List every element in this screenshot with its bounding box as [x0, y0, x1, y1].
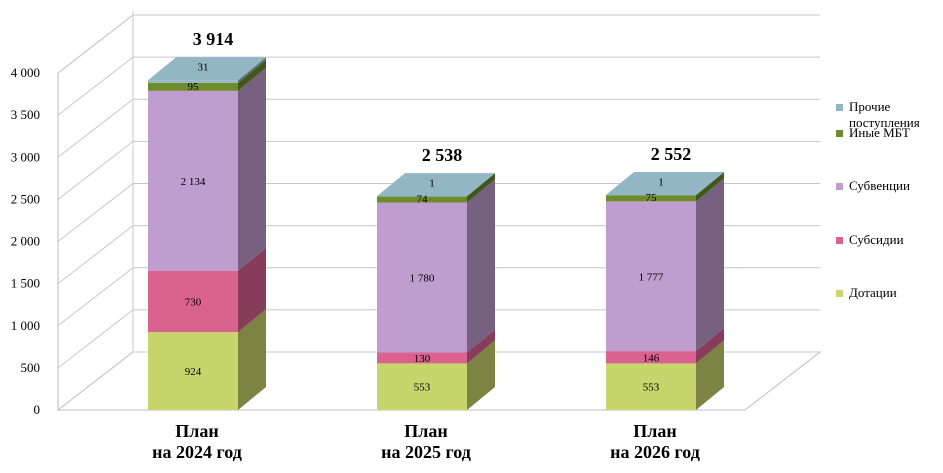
segment-value-label: 730: [185, 296, 202, 308]
legend-swatch: [836, 130, 843, 137]
bar-side: [467, 340, 495, 410]
bar-side: [696, 178, 724, 352]
category-label: План на 2026 год: [610, 421, 700, 462]
legend-swatch: [836, 183, 843, 190]
category-label: План на 2024 год: [152, 421, 242, 462]
y-tick-label: 3 000: [11, 149, 40, 164]
segment-value-label: 74: [417, 193, 429, 205]
segment-value-label: 95: [188, 81, 200, 93]
legend-label: Субвенции: [849, 178, 910, 193]
bar-total-label: 2 538: [422, 145, 463, 165]
legend-item: Субсидии: [836, 232, 904, 247]
bar-side: [696, 171, 724, 196]
segment-value-label: 31: [198, 62, 209, 74]
segment-value-label: 553: [414, 382, 431, 394]
bar-segment: [148, 82, 238, 91]
bar-side: [238, 57, 266, 83]
y-tick-label: 2 500: [11, 191, 40, 206]
bar-side: [238, 67, 266, 271]
bar-side: [467, 173, 495, 203]
bar-segment: [606, 201, 696, 352]
bar-segment: [377, 363, 467, 410]
legend-item: Прочие поступления: [836, 99, 920, 130]
bar-side: [467, 173, 495, 197]
segment-value-label: 146: [643, 352, 660, 364]
category-labels: План на 2024 год План на 2025 год План на 202…: [152, 421, 700, 462]
bar-side: [696, 172, 724, 202]
legend-swatch: [836, 104, 843, 111]
legend-item: Субвенции: [836, 178, 910, 193]
bar-total-label: 2 552: [651, 144, 692, 164]
segment-value-label: 130: [414, 353, 431, 365]
bar-segment: [148, 80, 238, 83]
legend-label: Иные МБТ: [849, 125, 910, 140]
y-tick-label: 4 000: [11, 65, 40, 80]
bar-segment: [606, 194, 696, 196]
y-tick-label: 1 000: [11, 318, 40, 333]
bar-top: [377, 173, 495, 197]
legend-item: Иные МБТ: [836, 125, 910, 140]
bar-side: [467, 179, 495, 353]
y-axis-ticks: 0 500 1 000 1 500 2 000 2 500 3 000 3 500 4 000: [11, 65, 40, 417]
bar-segment: [148, 90, 238, 271]
bar-segment: [377, 202, 467, 353]
y-tick-label: 500: [21, 360, 41, 375]
bar-segment: [377, 196, 467, 197]
y-tick-label: 0: [34, 402, 41, 417]
gridlines: [57, 11, 820, 411]
legend-item: Дотации: [836, 285, 897, 300]
y-tick-label: 3 500: [11, 107, 40, 122]
segment-value-label: 1 780: [410, 272, 435, 284]
bar-top: [606, 171, 724, 195]
legend-label: Прочие поступления: [849, 99, 920, 130]
category-label: План на 2025 год: [381, 421, 471, 462]
bar-segment: [148, 270, 238, 333]
segment-value-label: 1 777: [639, 271, 664, 283]
bar-side: [696, 328, 724, 364]
bar-total-label: 3 914: [193, 29, 234, 49]
legend-swatch: [836, 290, 843, 297]
legend-label: Субсидии: [849, 232, 904, 247]
y-tick-label: 1 500: [11, 276, 40, 291]
bar-side: [238, 247, 266, 333]
bar-segment: [377, 196, 467, 203]
y-tick-label: 2 000: [11, 234, 40, 249]
bar-segment: [606, 195, 696, 202]
bar-top: [148, 57, 266, 81]
bar-side: [238, 309, 266, 410]
segment-value-label: 1: [658, 176, 664, 188]
segment-value-label: 924: [185, 366, 202, 378]
bar-segment: [377, 352, 467, 364]
bar-segment: [148, 332, 238, 410]
bar-segment: [606, 363, 696, 410]
segment-value-label: 1: [429, 178, 435, 190]
bar-side: [238, 59, 266, 91]
legend-swatch: [836, 237, 843, 244]
bar-segment: [606, 351, 696, 364]
segment-value-label: 2 134: [181, 176, 206, 188]
bar-side: [467, 329, 495, 364]
legend-label: Дотации: [849, 285, 897, 300]
segment-value-label: 553: [643, 382, 660, 394]
segment-value-label: 75: [646, 192, 658, 204]
bar-side: [696, 340, 724, 410]
